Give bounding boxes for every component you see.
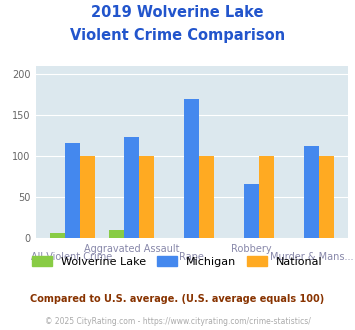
Legend: Wolverine Lake, Michigan, National: Wolverine Lake, Michigan, National [28, 252, 327, 272]
Bar [109, 230, 125, 238]
Bar [244, 184, 259, 238]
Bar [304, 146, 319, 238]
Text: Aggravated Assault: Aggravated Assault [84, 244, 180, 254]
Text: 2019 Wolverine Lake: 2019 Wolverine Lake [91, 5, 264, 20]
Text: Rape: Rape [179, 252, 204, 262]
Text: Violent Crime Comparison: Violent Crime Comparison [70, 28, 285, 43]
Bar [259, 156, 274, 238]
Bar [319, 156, 334, 238]
Text: Murder & Mans...: Murder & Mans... [269, 252, 353, 262]
Bar [184, 99, 199, 238]
Bar [140, 156, 154, 238]
Bar [125, 137, 140, 238]
Text: All Violent Crime: All Violent Crime [32, 252, 113, 262]
Bar [80, 156, 94, 238]
Bar [50, 233, 65, 238]
Text: Compared to U.S. average. (U.S. average equals 100): Compared to U.S. average. (U.S. average … [31, 294, 324, 304]
Text: Robbery: Robbery [231, 244, 272, 254]
Bar [199, 156, 214, 238]
Bar [65, 143, 80, 238]
Text: © 2025 CityRating.com - https://www.cityrating.com/crime-statistics/: © 2025 CityRating.com - https://www.city… [45, 317, 310, 326]
